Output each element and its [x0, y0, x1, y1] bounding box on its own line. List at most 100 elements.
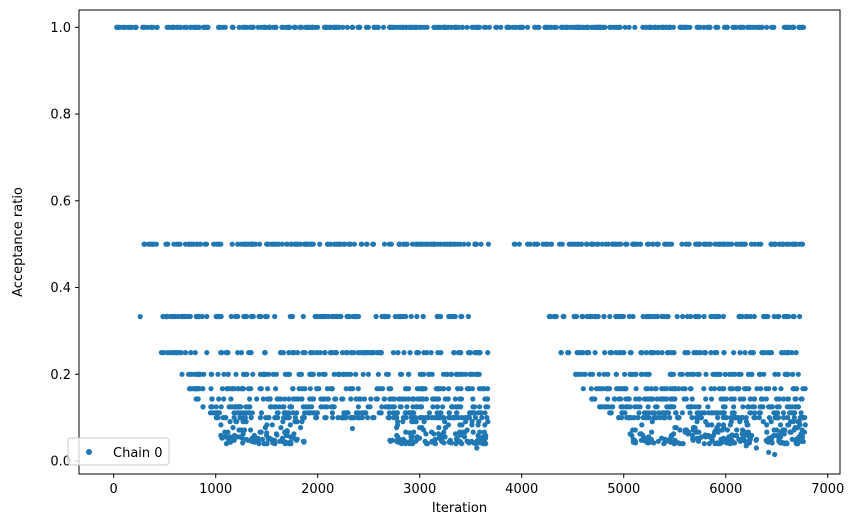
data-point: [551, 313, 557, 320]
data-point: [241, 427, 248, 433]
data-point: [727, 422, 733, 428]
data-point: [690, 371, 696, 377]
data-point: [760, 419, 766, 425]
data-point: [282, 440, 288, 446]
data-point: [452, 313, 458, 320]
data-point: [715, 24, 721, 30]
data-point: [753, 445, 760, 451]
data-point: [412, 415, 419, 421]
data-point: [275, 410, 281, 416]
data-point: [233, 313, 239, 320]
data-point: [262, 350, 268, 356]
data-point: [566, 350, 572, 356]
data-point: [678, 24, 684, 30]
data-point: [436, 425, 442, 431]
data-point: [472, 241, 478, 247]
data-point: [195, 371, 201, 377]
data-point: [583, 241, 590, 247]
data-point: [542, 241, 548, 247]
data-point: [455, 386, 461, 392]
data-point: [679, 241, 685, 247]
data-point: [272, 415, 278, 421]
data-point: [418, 386, 424, 392]
data-point: [160, 313, 166, 320]
data-point: [746, 404, 752, 410]
data-point: [719, 241, 725, 247]
data-point: [476, 419, 482, 425]
data-point: [280, 419, 286, 425]
data-point: [737, 436, 743, 442]
data-point: [285, 24, 291, 30]
data-point: [793, 241, 800, 247]
data-point: [654, 396, 660, 402]
data-point: [608, 410, 614, 416]
data-point: [129, 24, 135, 30]
data-point: [264, 430, 270, 436]
data-point: [409, 419, 415, 425]
data-point: [196, 313, 202, 320]
data-point: [283, 241, 289, 247]
data-point: [627, 431, 633, 437]
data-point: [327, 350, 333, 356]
data-point: [702, 241, 709, 247]
data-point: [237, 434, 243, 440]
data-point: [685, 404, 691, 410]
data-point: [241, 24, 247, 30]
data-point: [343, 386, 349, 392]
data-point: [274, 432, 280, 438]
data-point: [265, 386, 271, 392]
data-point: [595, 241, 601, 247]
data-point: [309, 404, 315, 410]
data-point: [802, 422, 808, 428]
data-point: [748, 241, 755, 247]
data-point: [428, 350, 434, 356]
data-point: [466, 350, 472, 356]
data-point: [590, 241, 596, 247]
data-point: [284, 428, 290, 434]
data-point: [122, 24, 128, 30]
data-point: [363, 24, 369, 30]
data-point: [764, 422, 770, 428]
data-point: [790, 410, 797, 416]
data-point: [694, 410, 700, 416]
data-point: [219, 386, 225, 392]
data-point: [756, 371, 763, 377]
data-point: [213, 404, 219, 410]
data-point: [355, 404, 361, 410]
data-point: [622, 24, 628, 30]
data-point: [766, 415, 773, 421]
data-point: [247, 396, 253, 402]
data-point: [230, 425, 236, 431]
data-point: [179, 371, 185, 377]
data-point: [446, 386, 452, 392]
data-point: [375, 24, 381, 30]
data-point: [689, 396, 695, 402]
data-point: [677, 427, 683, 433]
data-point: [327, 24, 333, 30]
data-point: [461, 429, 467, 435]
data-point: [754, 386, 760, 392]
data-point: [561, 313, 567, 320]
data-point: [766, 449, 772, 455]
data-point: [455, 404, 461, 410]
data-point: [640, 313, 646, 320]
data-point: [705, 404, 711, 410]
data-point: [646, 24, 652, 30]
data-point: [478, 410, 484, 416]
data-point: [401, 350, 407, 356]
data-point: [776, 404, 782, 410]
data-point: [434, 404, 441, 410]
data-point: [307, 410, 313, 416]
data-point: [792, 425, 798, 431]
data-point: [763, 396, 769, 402]
data-point: [763, 313, 770, 320]
data-point: [450, 404, 456, 410]
data-point: [268, 436, 274, 442]
data-point: [626, 313, 633, 320]
data-point: [429, 415, 435, 421]
data-point: [744, 24, 750, 30]
data-point: [164, 350, 171, 356]
data-point: [729, 432, 735, 438]
data-point: [351, 313, 357, 320]
data-point: [720, 313, 727, 320]
